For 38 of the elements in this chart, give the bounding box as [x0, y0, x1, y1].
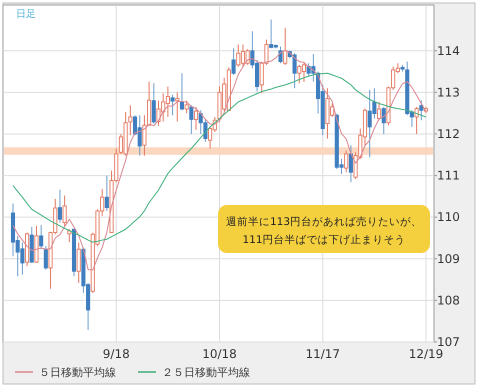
- chart-title: 日足: [16, 9, 36, 20]
- candlestick: [382, 106, 386, 134]
- candlestick: [104, 175, 109, 212]
- candlestick: [344, 150, 348, 173]
- candlestick: [189, 104, 194, 134]
- candlestick: [76, 242, 81, 284]
- candlestick: [44, 245, 48, 270]
- candlestick: [67, 228, 72, 243]
- candlestick: [194, 106, 198, 130]
- candlestick: [128, 104, 132, 136]
- candlestick: [414, 106, 419, 134]
- y-tick-label: 108: [437, 293, 460, 308]
- x-tick-label: 10/18: [202, 347, 237, 361]
- candlestick: [175, 92, 180, 122]
- legend-label: ５日移動平均線: [39, 366, 116, 379]
- y-tick-label: 111: [437, 168, 460, 183]
- candlestick: [152, 82, 156, 124]
- candlestick: [170, 94, 175, 116]
- y-tick-label: 109: [437, 252, 460, 266]
- x-tick-label: 11/17: [305, 347, 340, 361]
- x-tick-label: 12/19: [408, 347, 444, 361]
- y-tick-label: 112: [437, 126, 460, 141]
- candlestick: [62, 195, 67, 226]
- legend-label: ２５日移動平均線: [162, 366, 250, 379]
- candlestick: [184, 100, 189, 114]
- annotation: 週前半に113円台があれば売りたいが、 111円台半ばでは下げ止まりそう: [226, 215, 422, 246]
- candlestick: [348, 144, 353, 183]
- candlestick: [180, 72, 184, 111]
- x-tick-label: 9/18: [102, 347, 130, 361]
- y-tick-label: 107: [437, 335, 460, 349]
- y-tick-label: 114: [437, 44, 460, 58]
- candlestick: [39, 224, 44, 250]
- candlestick: [283, 27, 288, 66]
- candlestick: [232, 48, 236, 76]
- y-tick-label: 110: [437, 210, 460, 224]
- y-tick-label: 113: [437, 85, 460, 100]
- candlestick: [377, 101, 382, 121]
- candlestick: [58, 189, 62, 224]
